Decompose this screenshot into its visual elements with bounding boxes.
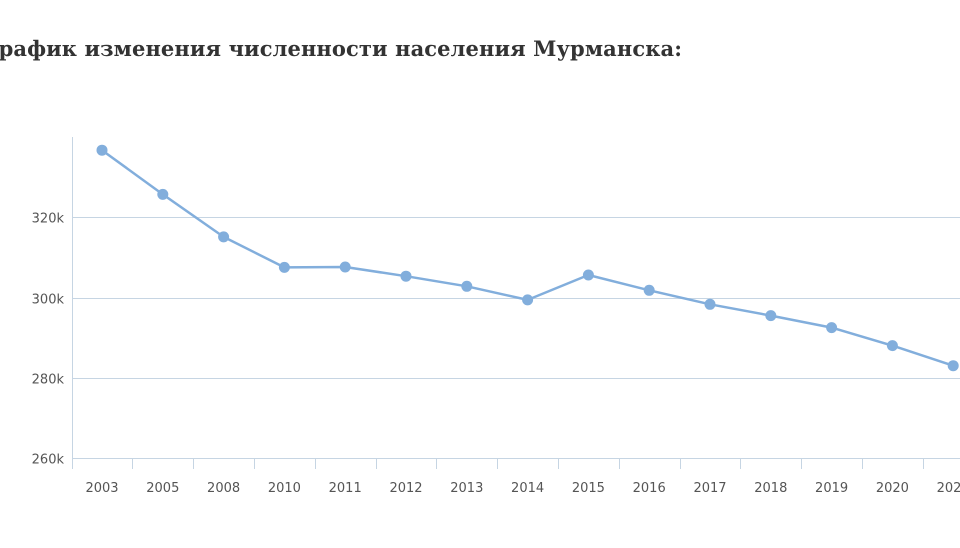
data-point-2003[interactable] — [96, 144, 108, 156]
x-tick-label: 2010 — [268, 481, 301, 496]
data-point-2021[interactable] — [947, 360, 959, 372]
x-tick-label: 2015 — [572, 481, 605, 496]
x-tick-label: 2021 — [937, 481, 960, 496]
x-tick-label: 2018 — [754, 481, 787, 496]
data-point-2018[interactable] — [765, 310, 777, 322]
x-tick-label: 2020 — [876, 481, 909, 496]
data-point-2008[interactable] — [218, 231, 230, 243]
y-tick-label: 280k — [32, 373, 65, 388]
x-tick-label: 2019 — [815, 481, 848, 496]
data-point-2020[interactable] — [886, 340, 898, 352]
y-tick-label: 300k — [32, 293, 65, 308]
chart-title: График изменения численности населения М… — [0, 36, 683, 61]
label-layer: 260k 280k 300k 320k 2003 2005 2008 2010 2011 2012… — [32, 212, 960, 497]
data-point-2012[interactable] — [400, 270, 412, 282]
data-point-2016[interactable] — [643, 284, 655, 296]
x-tick-label: 2008 — [207, 481, 240, 496]
x-tick-label: 2005 — [146, 481, 179, 496]
x-tick-label: 2012 — [389, 481, 422, 496]
data-point-2010[interactable] — [278, 261, 290, 273]
data-point-2011[interactable] — [339, 261, 351, 273]
x-tick-label: 2013 — [450, 481, 483, 496]
data-point-2015[interactable] — [582, 269, 594, 281]
y-tick-label: 320k — [32, 212, 65, 227]
x-tick-label: 2014 — [511, 481, 544, 496]
y-tick-label: 260k — [32, 453, 65, 468]
data-point-2013[interactable] — [461, 280, 473, 292]
grid-layer — [72, 217, 960, 459]
x-tick-label: 2017 — [693, 481, 726, 496]
data-point-2019[interactable] — [826, 322, 838, 334]
x-tick-label: 2003 — [85, 481, 118, 496]
series-line — [101, 149, 954, 367]
x-tick-label: 2016 — [633, 481, 666, 496]
axis-layer — [72, 137, 924, 469]
data-point-2005[interactable] — [157, 188, 169, 200]
x-tick-label: 2011 — [329, 481, 362, 496]
data-point-2017[interactable] — [704, 298, 716, 310]
data-point-2014[interactable] — [522, 294, 534, 306]
series-layer — [96, 144, 959, 372]
